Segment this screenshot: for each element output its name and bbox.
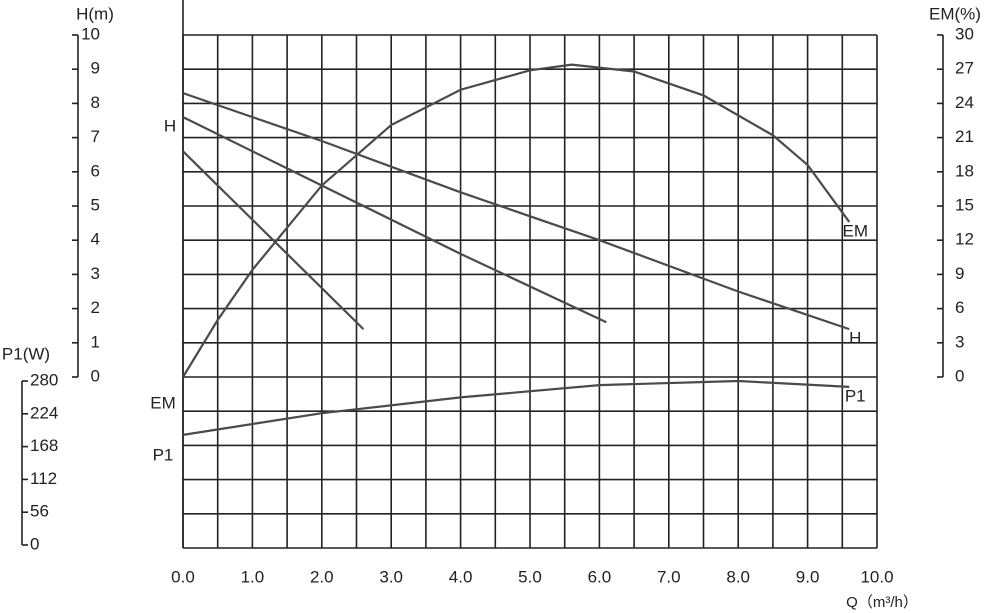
y2-axis-title: EM(%) — [929, 4, 981, 23]
y3-tick-label: 112 — [30, 469, 57, 488]
y2-tick-label: 30 — [955, 24, 974, 43]
y3-tick-label: 280 — [30, 370, 58, 389]
x-tick-label: 7.0 — [657, 567, 681, 586]
curve — [182, 63, 851, 378]
y3-tick-label: 56 — [30, 502, 49, 521]
x-axis-title: Q（m³/h） — [846, 594, 918, 611]
y-tick-label: 10 — [81, 24, 100, 43]
curve-label: H — [164, 116, 176, 135]
curve — [182, 379, 850, 436]
y2-tick-label: 3 — [955, 332, 964, 351]
y-tick-label: 8 — [91, 93, 100, 112]
y-tick-label: 5 — [91, 195, 100, 214]
y3-tick-label: 168 — [30, 436, 58, 455]
x-tick-label: 5.0 — [518, 567, 542, 586]
x-tick-label: 4.0 — [449, 567, 473, 586]
x-tick-label: 2.0 — [310, 567, 334, 586]
y-tick-label: 3 — [91, 264, 100, 283]
y2-tick-label: 9 — [955, 264, 964, 283]
y2-tick-label: 18 — [955, 161, 974, 180]
curve-label: H — [849, 329, 861, 348]
y2-tick-label: 12 — [955, 230, 974, 249]
curve-label: P1 — [153, 445, 174, 464]
y2-tick-label: 6 — [955, 298, 964, 317]
y2-tick-label: 21 — [955, 127, 974, 146]
y-tick-label: 0 — [91, 366, 100, 385]
curve-label: EM — [150, 393, 176, 412]
x-tick-label: 8.0 — [726, 567, 750, 586]
y-tick-label: 1 — [91, 332, 100, 351]
x-tick-label: 0.0 — [171, 567, 195, 586]
y-tick-label: 2 — [91, 298, 100, 317]
x-tick-label: 1.0 — [241, 567, 265, 586]
y3-tick-label: 0 — [30, 534, 39, 553]
y-axis-title: H(m) — [76, 4, 114, 23]
curve — [182, 116, 607, 324]
y-tick-label: 4 — [91, 230, 100, 249]
curve-label: EM — [842, 221, 868, 240]
x-tick-label: 6.0 — [588, 567, 612, 586]
x-tick-label: 10.0 — [860, 567, 893, 586]
y-tick-label: 7 — [91, 127, 100, 146]
y2-tick-label: 15 — [955, 195, 974, 214]
y3-tick-label: 224 — [30, 403, 58, 422]
y-tick-label: 9 — [91, 59, 100, 78]
y2-tick-label: 24 — [955, 93, 974, 112]
curve-label: P1 — [845, 386, 866, 405]
x-tick-label: 9.0 — [796, 567, 820, 586]
curve — [182, 150, 365, 330]
y2-tick-label: 27 — [955, 59, 974, 78]
y-tick-label: 6 — [91, 161, 100, 180]
y2-tick-label: 0 — [955, 366, 964, 385]
y3-axis-title: P1(W) — [2, 344, 50, 363]
curve — [182, 92, 850, 331]
x-tick-label: 3.0 — [379, 567, 403, 586]
